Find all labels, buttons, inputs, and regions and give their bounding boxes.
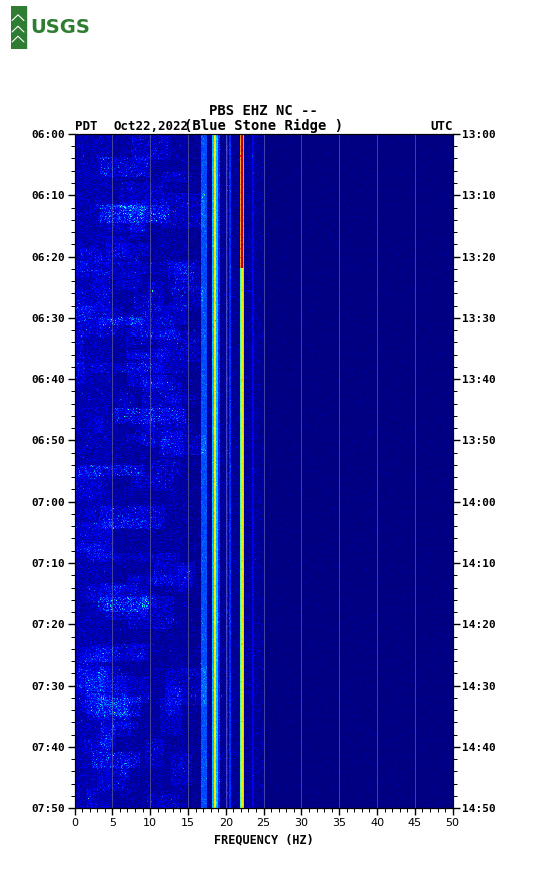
X-axis label: FREQUENCY (HZ): FREQUENCY (HZ): [214, 833, 314, 847]
Text: UTC: UTC: [430, 120, 453, 133]
Text: USGS: USGS: [30, 18, 90, 38]
Text: (Blue Stone Ridge ): (Blue Stone Ridge ): [184, 119, 343, 133]
Text: PDT: PDT: [75, 120, 97, 133]
Text: Oct22,2022: Oct22,2022: [113, 120, 188, 133]
Text: PBS EHZ NC --: PBS EHZ NC --: [209, 104, 318, 118]
Polygon shape: [11, 6, 26, 49]
